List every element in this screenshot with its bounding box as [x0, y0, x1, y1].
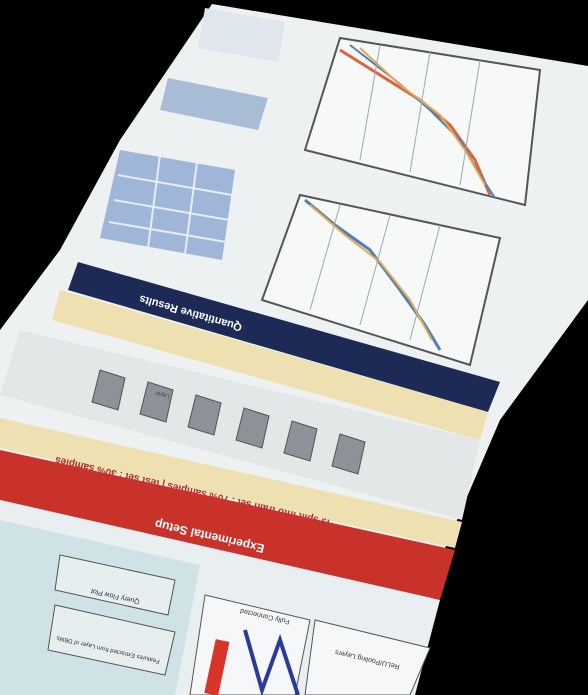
results-tables — [100, 8, 285, 260]
lower-diagram: Query Flow Plot Features Extracted from … — [0, 500, 440, 695]
line-chart-top — [303, 36, 542, 207]
experimental-setup-band — [0, 450, 455, 600]
split-info-band — [0, 418, 462, 548]
line-chart-bottom — [260, 193, 502, 367]
quantitative-results-band — [68, 262, 500, 412]
layer-label: Layer — [154, 389, 170, 399]
cnn-architecture-diagram: Layer — [0, 330, 480, 520]
cream-strip — [52, 290, 488, 440]
